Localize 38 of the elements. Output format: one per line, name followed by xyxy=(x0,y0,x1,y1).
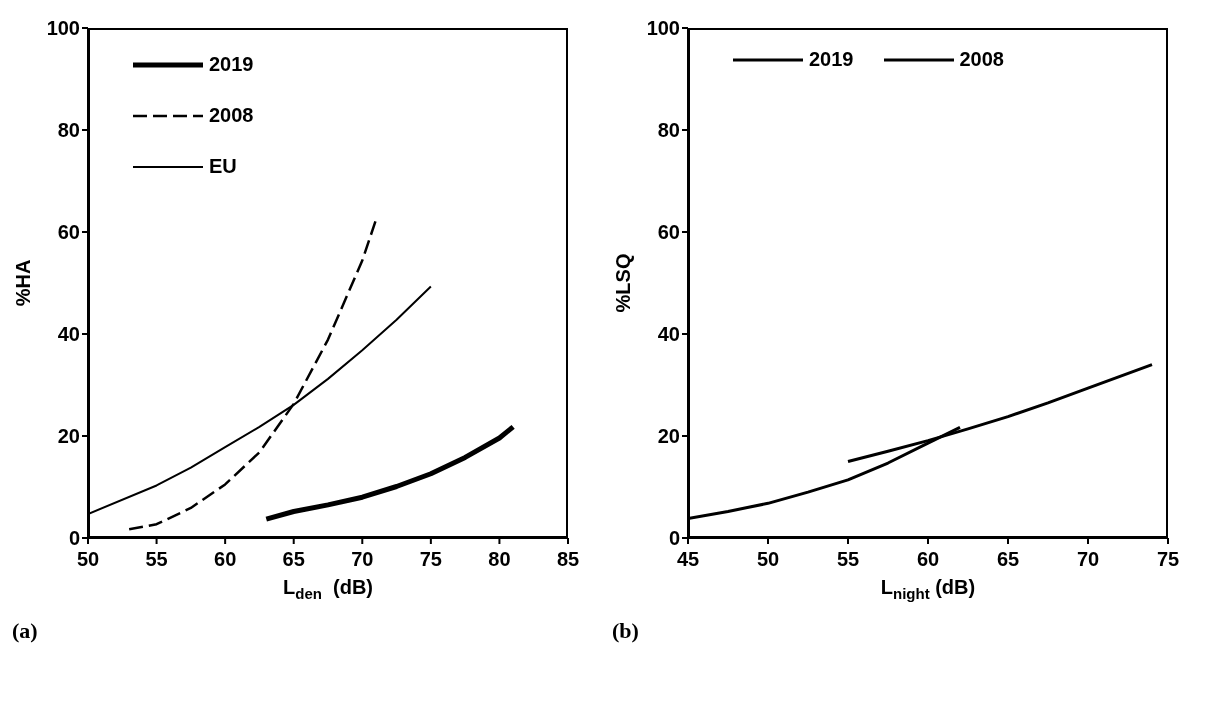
y-tick-label: 100 xyxy=(46,17,80,40)
x-tick-label: 65 xyxy=(282,548,305,571)
legend-label: 2008 xyxy=(209,104,254,127)
y-tick-label: 40 xyxy=(657,323,680,346)
y-tick-label: 80 xyxy=(57,119,80,142)
text: (b) xyxy=(612,618,639,644)
x-tick-label: 65 xyxy=(996,548,1020,571)
legend-label: 2019 xyxy=(209,53,254,76)
legend-label: 2019 xyxy=(809,48,854,71)
legend-label: 2008 xyxy=(959,48,1004,71)
y-axis-title: %HA xyxy=(12,259,34,307)
legend-label: EU xyxy=(209,155,237,178)
x-tick-label: 85 xyxy=(556,548,580,571)
x-axis-title: L$_{night}$ (dB) xyxy=(880,576,976,602)
y-tick-label: 20 xyxy=(57,425,80,448)
y-tick-label: 100 xyxy=(646,17,680,40)
y-tick-label: 20 xyxy=(657,425,680,448)
y-tick-label: 0 xyxy=(668,527,680,550)
x-tick-label: 60 xyxy=(916,548,940,571)
x-tick-label: 75 xyxy=(419,548,442,571)
x-tick-label: 70 xyxy=(351,548,374,571)
y-axis-title: %LSQ xyxy=(612,253,634,313)
x-tick-label: 45 xyxy=(676,548,700,571)
x-tick-label: 55 xyxy=(145,548,168,571)
y-tick-label: 40 xyxy=(57,323,80,346)
x-tick-label: 80 xyxy=(488,548,511,571)
x-tick-label: 60 xyxy=(214,548,237,571)
y-tick-label: 0 xyxy=(68,527,80,550)
x-tick-label: 75 xyxy=(1156,548,1180,571)
y-tick-label: 60 xyxy=(57,221,80,244)
x-tick-label: 50 xyxy=(756,548,780,571)
x-tick-label: 55 xyxy=(836,548,860,571)
text: (a) xyxy=(12,618,38,644)
y-tick-label: 80 xyxy=(657,119,680,142)
x-tick-label: 50 xyxy=(76,548,100,571)
x-axis-title: L$_{den}$ (dB) xyxy=(283,576,373,602)
y-tick-label: 60 xyxy=(657,221,680,244)
x-tick-label: 70 xyxy=(1076,548,1100,571)
